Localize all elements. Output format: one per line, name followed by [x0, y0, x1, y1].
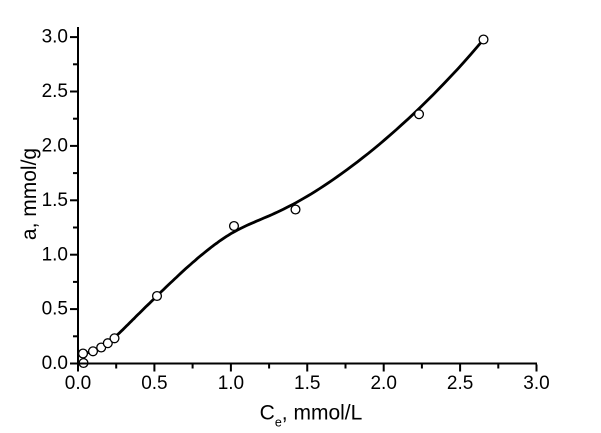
- svg-text:1.5: 1.5: [42, 190, 68, 211]
- svg-text:3.0: 3.0: [523, 373, 549, 394]
- svg-text:1.0: 1.0: [218, 373, 244, 394]
- svg-text:1.5: 1.5: [294, 373, 320, 394]
- svg-text:Ce, mmol/L: Ce, mmol/L: [260, 402, 363, 430]
- svg-text:3.0: 3.0: [42, 27, 68, 48]
- svg-text:2.0: 2.0: [370, 373, 396, 394]
- svg-text:0.5: 0.5: [42, 299, 68, 320]
- svg-text:0.0: 0.0: [65, 373, 91, 394]
- svg-text:a, mmol/g: a, mmol/g: [18, 148, 41, 240]
- svg-text:0.0: 0.0: [42, 353, 68, 374]
- svg-text:1.0: 1.0: [42, 244, 68, 265]
- svg-text:0.5: 0.5: [141, 373, 167, 394]
- svg-text:2.5: 2.5: [42, 81, 68, 102]
- svg-text:2.0: 2.0: [42, 136, 68, 157]
- svg-text:2.5: 2.5: [447, 373, 473, 394]
